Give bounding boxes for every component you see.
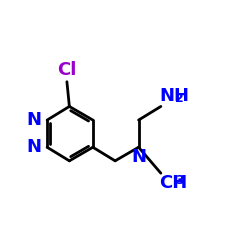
Text: N: N xyxy=(131,148,146,166)
Text: NH: NH xyxy=(160,87,190,105)
Text: N: N xyxy=(26,138,41,156)
Text: CH: CH xyxy=(160,174,188,192)
Text: Cl: Cl xyxy=(57,61,76,79)
Text: 3: 3 xyxy=(175,174,184,188)
Text: 2: 2 xyxy=(175,92,184,105)
Text: N: N xyxy=(26,111,41,129)
